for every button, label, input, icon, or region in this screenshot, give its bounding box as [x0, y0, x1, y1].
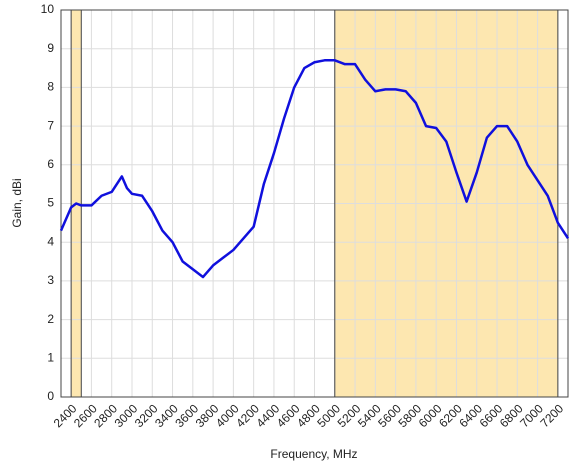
x-axis-label: Frequency, MHz — [270, 447, 357, 461]
x-tick-label: 7200 — [537, 401, 566, 430]
y-tick-label: 6 — [47, 157, 54, 171]
y-tick-label: 8 — [47, 80, 54, 94]
y-tick-label: 2 — [47, 312, 54, 326]
y-tick-label: 3 — [47, 273, 54, 287]
y-tick-label: 7 — [47, 118, 54, 132]
y-axis-label: Gain, dBi — [10, 178, 24, 227]
y-tick-label: 0 — [47, 389, 54, 403]
y-tick-label: 9 — [47, 41, 54, 55]
gain-line — [59, 59, 570, 279]
plot-frame — [60, 9, 569, 398]
y-tick-label: 4 — [47, 234, 54, 248]
y-tick-label: 1 — [47, 350, 54, 364]
y-tick-label: 5 — [47, 196, 54, 210]
y-tick-label: 10 — [41, 2, 55, 16]
